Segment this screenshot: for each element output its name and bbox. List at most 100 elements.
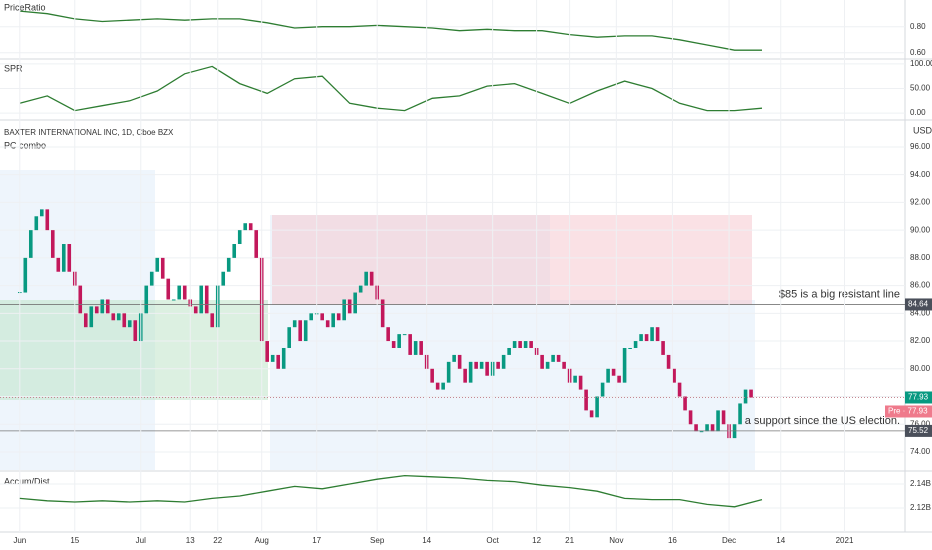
resistance-cloud bbox=[272, 215, 752, 305]
candle bbox=[529, 341, 533, 348]
candle bbox=[171, 299, 176, 301]
candle bbox=[672, 368, 676, 383]
y-tick-label: 76.00 bbox=[910, 419, 931, 428]
candle bbox=[56, 257, 61, 272]
candle bbox=[749, 389, 753, 398]
candle bbox=[705, 424, 709, 432]
candle bbox=[237, 230, 242, 245]
candle bbox=[628, 347, 632, 349]
y-tick-label: 90.00 bbox=[910, 225, 931, 234]
candle bbox=[61, 244, 66, 272]
candle bbox=[716, 410, 720, 432]
candle bbox=[457, 354, 462, 369]
price-tag bbox=[905, 391, 932, 404]
support-cloud bbox=[0, 300, 268, 400]
candle bbox=[127, 320, 132, 328]
candle bbox=[661, 341, 665, 355]
candle bbox=[83, 313, 88, 328]
candle bbox=[694, 424, 698, 432]
candle bbox=[166, 278, 171, 300]
candle bbox=[501, 354, 506, 369]
candle bbox=[441, 382, 445, 390]
candle bbox=[364, 271, 368, 286]
candle bbox=[243, 223, 248, 231]
y-tick-label: 2.12B bbox=[910, 503, 931, 512]
y-tick-label: 88.00 bbox=[910, 253, 931, 262]
candle bbox=[254, 230, 259, 258]
y-tick-label: 96.00 bbox=[910, 142, 931, 151]
candle bbox=[353, 292, 357, 314]
candle bbox=[276, 354, 281, 369]
candle bbox=[562, 361, 566, 369]
candle bbox=[468, 361, 473, 383]
x-tick-label: 16 bbox=[668, 536, 677, 545]
candle bbox=[336, 313, 341, 321]
candle bbox=[617, 375, 621, 383]
candle bbox=[419, 341, 423, 355]
candle bbox=[479, 361, 484, 369]
candle bbox=[133, 320, 138, 342]
candle bbox=[281, 347, 286, 369]
candle bbox=[89, 306, 94, 328]
price-tag bbox=[905, 424, 932, 437]
x-tick-label: Jun bbox=[13, 536, 26, 545]
candle bbox=[463, 368, 467, 383]
candle bbox=[67, 244, 72, 272]
indicator-line bbox=[19, 65, 763, 112]
unit-label: USD bbox=[913, 125, 932, 135]
candle bbox=[474, 361, 478, 369]
candle bbox=[650, 327, 654, 342]
x-tick-label: Oct bbox=[486, 536, 499, 545]
indicator-name: PC combo bbox=[4, 140, 46, 150]
candle bbox=[380, 299, 385, 328]
y-tick-label: 74.00 bbox=[910, 447, 931, 456]
candle bbox=[688, 410, 693, 425]
y-tick-label: 82.00 bbox=[910, 336, 931, 345]
candle bbox=[226, 257, 231, 272]
candle bbox=[589, 410, 594, 418]
candle bbox=[182, 285, 187, 300]
candle bbox=[45, 209, 50, 231]
candle bbox=[369, 271, 374, 286]
candle bbox=[292, 320, 297, 328]
candle bbox=[595, 396, 599, 418]
candle bbox=[430, 368, 434, 383]
x-tick-label: 14 bbox=[422, 536, 431, 545]
candle bbox=[100, 299, 105, 314]
candle bbox=[622, 347, 627, 383]
y-tick-label: 0.00 bbox=[910, 108, 926, 117]
price-tag-label: 77.93 bbox=[908, 393, 929, 402]
candle bbox=[94, 306, 99, 314]
candle bbox=[331, 313, 335, 328]
candle bbox=[199, 285, 204, 314]
candle bbox=[210, 313, 215, 328]
y-tick-label: 94.00 bbox=[910, 170, 931, 179]
y-tick-label: 50.00 bbox=[910, 84, 931, 93]
candle bbox=[50, 230, 55, 258]
pane-title: PriceRatio bbox=[4, 2, 46, 12]
candle bbox=[28, 230, 33, 258]
candle bbox=[303, 320, 308, 342]
candle bbox=[144, 285, 149, 314]
candle bbox=[347, 299, 352, 314]
candle bbox=[512, 341, 517, 348]
candle bbox=[232, 244, 237, 258]
indicator-line bbox=[19, 10, 762, 51]
candle bbox=[397, 334, 401, 348]
candle bbox=[677, 382, 682, 397]
price-tag bbox=[885, 405, 932, 418]
y-tick-label: 80.00 bbox=[910, 364, 931, 373]
candle bbox=[666, 354, 671, 369]
candle bbox=[111, 313, 116, 321]
candle bbox=[710, 424, 715, 432]
x-tick-label: 15 bbox=[70, 536, 79, 545]
candle bbox=[78, 285, 83, 314]
candle bbox=[683, 396, 687, 411]
candle bbox=[320, 313, 324, 321]
candle bbox=[523, 341, 528, 348]
x-tick-label: 13 bbox=[186, 536, 195, 545]
candle bbox=[34, 216, 39, 231]
candle bbox=[578, 375, 583, 390]
candle bbox=[309, 313, 313, 321]
candle bbox=[221, 271, 226, 286]
